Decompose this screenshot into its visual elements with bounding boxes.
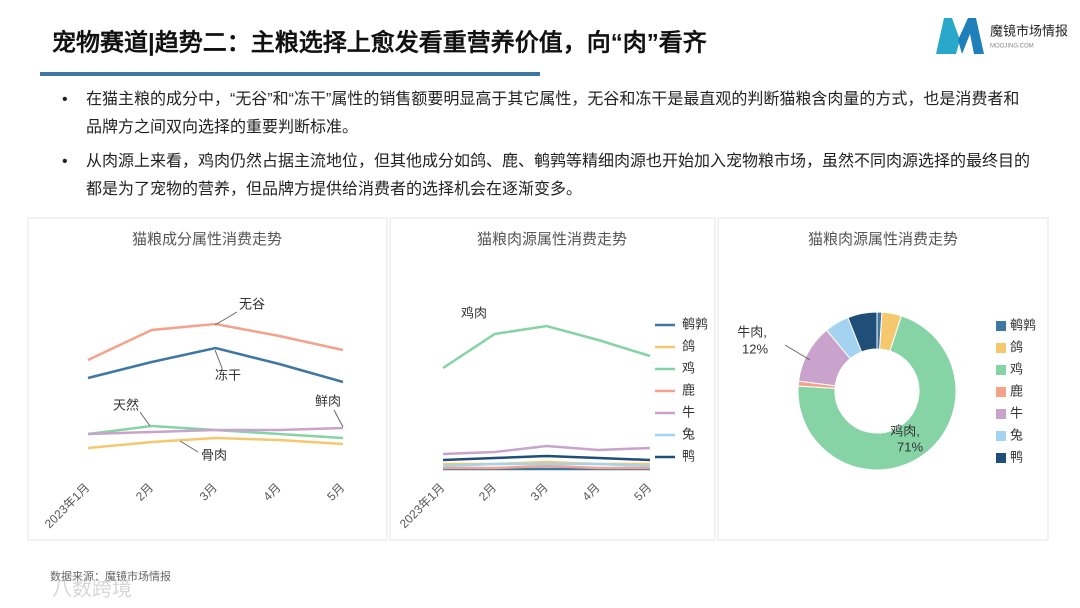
x-tick-label: 2023年1月: [42, 480, 92, 530]
data-label-name: 鸡肉,: [890, 423, 920, 438]
line: [87, 426, 344, 436]
x-tick-label: 3月: [528, 480, 551, 503]
title-underline: [40, 72, 540, 76]
line-label: 无谷: [239, 296, 265, 311]
legend-swatch: [996, 409, 1006, 419]
bullet: 在猫主粮的成分中，“无谷”和“冻干”属性的销售额要明显高于其它属性，无谷和冻干是…: [62, 86, 1034, 142]
chart-title: 猫粮肉源属性消费走势: [808, 231, 958, 248]
legend-label: 鸡: [1010, 361, 1023, 376]
line-label: 鲜肉: [315, 393, 341, 408]
data-label: 12%: [742, 341, 768, 356]
source: 数据来源：魔镜市场情报: [50, 569, 171, 583]
legend-label: 鸽: [1010, 339, 1023, 354]
bullet-list: 在猫主粮的成分中，“无谷”和“冻干”属性的销售额要明显高于其它属性，无谷和冻干是…: [62, 86, 1034, 210]
leader-line: [333, 409, 344, 428]
legend-swatch: [996, 365, 1006, 375]
line-label: 冻干: [215, 367, 241, 382]
line-label: 天然: [113, 397, 139, 412]
line: [442, 462, 651, 468]
line-label: 骨肉: [201, 447, 227, 462]
x-tick-label: 2月: [476, 480, 499, 503]
legend-label: 鹌鹑: [1010, 317, 1036, 332]
panel: [717, 217, 1049, 541]
bullet: 从肉源上来看，鸡肉仍然占据主流地位，但其他成分如鸽、鹿、鹌鹑等精细肉源也开始加入…: [62, 148, 1034, 204]
x-tick-label: 4月: [261, 480, 284, 503]
legend-label: 鸽: [682, 338, 695, 353]
legend-swatch: [996, 431, 1006, 441]
logo-site: MOOJING.COM: [990, 44, 1034, 50]
x-tick-label: 4月: [580, 480, 603, 503]
logo-icon: [936, 18, 984, 54]
x-tick-label: 5月: [631, 480, 654, 503]
line: [87, 436, 344, 450]
leader-line: [214, 349, 223, 369]
legend-label: 牛: [682, 404, 695, 419]
panel: [27, 217, 388, 541]
slide-title: 宠物赛道|趋势二：主粮选择上愈发看重营养价值，向“肉”看齐: [52, 28, 708, 56]
legend-swatch: [996, 321, 1006, 331]
donut-slice: [847, 311, 878, 353]
line: [87, 322, 344, 362]
x-tick-label: 2023年1月: [397, 480, 447, 530]
donut-slice: [797, 315, 957, 471]
annotation: 鸡肉: [461, 305, 487, 320]
line: [87, 346, 344, 384]
x-tick-label: 2月: [133, 480, 156, 503]
legend-label: 鹌鹑: [682, 316, 708, 331]
legend-swatch: [996, 387, 1006, 397]
legend-swatch: [996, 343, 1006, 353]
leader-line: [214, 311, 238, 326]
leader-line: [139, 411, 151, 427]
line: [442, 454, 651, 462]
line: [442, 444, 651, 456]
legend-label: 兔: [1010, 427, 1023, 442]
legend-label: 鹿: [1010, 383, 1023, 398]
chart-title: 猫粮肉源属性消费走势: [477, 231, 627, 248]
logo-name: 魔镜市场情报: [990, 23, 1068, 38]
chart-title: 猫粮成分属性消费走势: [132, 231, 282, 248]
watermark: 八数跨境: [52, 577, 132, 600]
legend-label: 鹿: [682, 382, 695, 397]
line: [442, 324, 651, 370]
legend-swatch: [996, 453, 1006, 463]
data-label-name: 牛肉,: [737, 324, 767, 339]
legend-label: 鸭: [682, 448, 695, 463]
line: [443, 464, 650, 470]
panel: [389, 217, 716, 541]
x-tick-label: 5月: [324, 480, 347, 503]
legend-label: 鸭: [1010, 449, 1023, 464]
leader-line: [784, 344, 811, 361]
legend-label: 鸡: [682, 360, 695, 375]
data-label: 71%: [897, 439, 923, 454]
leader-line: [179, 440, 199, 453]
legend-label: 兔: [682, 426, 695, 441]
legend-label: 牛: [1010, 405, 1023, 420]
x-tick-label: 3月: [197, 480, 220, 503]
